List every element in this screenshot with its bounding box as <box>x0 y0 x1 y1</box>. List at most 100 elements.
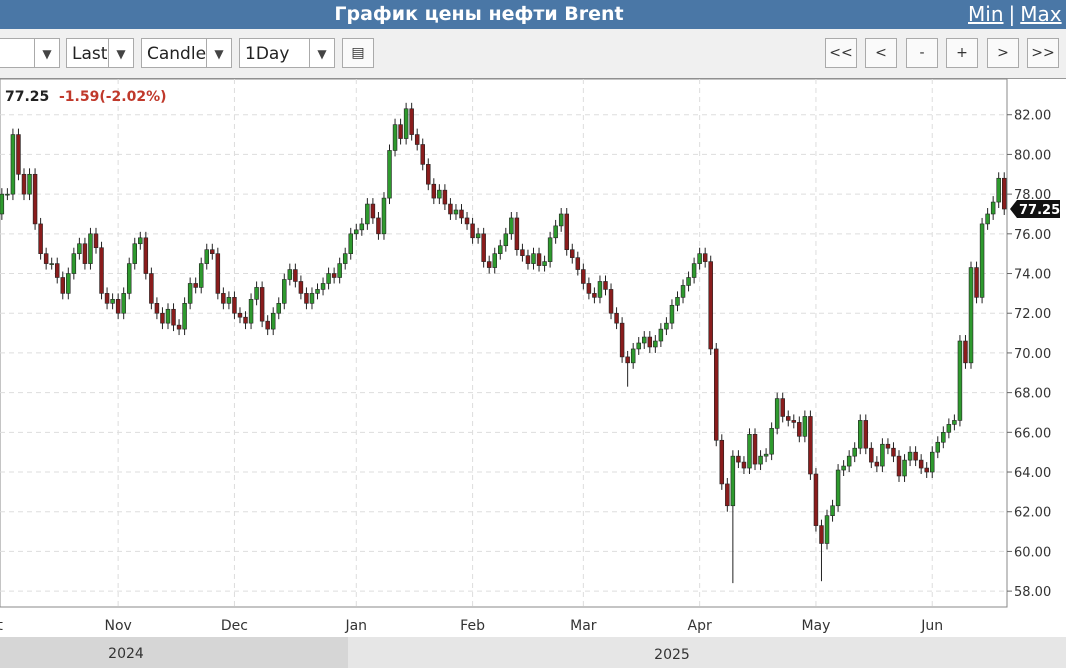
candle-body <box>1001 177 1007 210</box>
candle-body <box>99 247 104 294</box>
candle-body <box>66 273 71 294</box>
candle-body <box>287 269 293 280</box>
y-tick-label: 76.00 <box>1014 228 1051 243</box>
candle-body <box>935 441 941 453</box>
candle-body <box>813 473 819 526</box>
candle-body <box>885 443 891 449</box>
candle-body <box>293 269 298 282</box>
candle-body <box>464 217 470 225</box>
candle-body <box>304 293 309 304</box>
candle-body <box>5 193 10 196</box>
candle-body <box>957 340 963 421</box>
candle-body <box>398 124 403 139</box>
candle-body <box>653 340 658 348</box>
candle-body <box>49 263 54 265</box>
candle-body <box>891 447 896 457</box>
type-select[interactable]: Candle ▼ <box>141 38 232 68</box>
candle-body <box>104 293 110 304</box>
select-arrow: ▼ <box>309 39 334 67</box>
nav-button[interactable]: < <box>865 38 897 68</box>
y-tick-label: 78.00 <box>1014 188 1051 203</box>
y-tick-label: 70.00 <box>1014 347 1051 362</box>
candle-body <box>835 469 841 507</box>
candle-body <box>71 253 77 274</box>
select-text: 1Day <box>245 44 290 64</box>
candle-body <box>547 237 553 262</box>
candle-body <box>498 245 503 254</box>
table-button[interactable]: ▤ <box>342 38 374 68</box>
y-tick-label: 66.00 <box>1014 426 1051 441</box>
x-tick-label: Nov <box>104 618 131 634</box>
candle-body <box>198 263 204 288</box>
candle-body <box>149 273 154 304</box>
candle-body <box>758 455 763 465</box>
y-tick-label: 82.00 <box>1014 109 1051 124</box>
candle-body <box>625 356 630 364</box>
candle-body <box>741 461 747 469</box>
candle-body <box>553 225 558 239</box>
candle-body <box>171 308 176 326</box>
candle-body <box>248 299 254 324</box>
candle-body <box>470 223 475 239</box>
candle-body <box>370 203 376 219</box>
candle-body <box>558 213 564 227</box>
candle-body <box>403 108 409 139</box>
nav-button[interactable]: << <box>825 38 857 68</box>
candle-body <box>614 312 619 324</box>
separator: | <box>1008 2 1016 26</box>
candle-body <box>182 303 187 330</box>
candle-body <box>509 217 514 235</box>
nav-button[interactable]: + <box>946 38 978 68</box>
candle-body <box>725 483 730 507</box>
candle-body <box>21 173 27 195</box>
candle-body <box>636 342 641 350</box>
candle-body <box>819 525 824 544</box>
candle-body <box>514 217 520 251</box>
candle-body <box>254 287 259 300</box>
candle-body <box>786 416 791 421</box>
year-band <box>0 637 348 668</box>
candle-body <box>43 253 49 264</box>
candle-body <box>359 223 365 231</box>
candle-body <box>38 223 43 254</box>
nav-button[interactable]: > <box>987 38 1019 68</box>
candle-body <box>54 263 60 278</box>
candle-body <box>193 283 198 288</box>
candle-body <box>154 303 160 314</box>
candle-body <box>675 297 680 306</box>
nav-button[interactable]: - <box>906 38 938 68</box>
period-select[interactable]: 1Day ▼ <box>239 38 335 68</box>
candle-body <box>115 299 121 314</box>
candle-body <box>570 249 575 258</box>
price-select[interactable]: Last ▼ <box>66 38 134 68</box>
min-link[interactable]: Min <box>968 2 1004 26</box>
nav-button[interactable]: >> <box>1027 38 1059 68</box>
candle-body <box>204 249 209 264</box>
symbol-select[interactable]: ▼ <box>0 38 60 68</box>
candle-body <box>121 293 126 314</box>
candle-body <box>16 134 21 175</box>
candle-body <box>453 209 459 215</box>
candle-body <box>907 451 913 461</box>
max-link[interactable]: Max <box>1020 2 1062 26</box>
candle-body <box>110 299 115 304</box>
select-text: Candle <box>147 44 207 64</box>
candle-body <box>564 213 569 251</box>
y-tick-label: 64.00 <box>1014 466 1051 481</box>
candle-body <box>874 461 880 467</box>
candle-body <box>719 439 725 485</box>
candle-body <box>647 336 653 348</box>
candle-body <box>619 322 625 358</box>
candle-body <box>691 263 697 278</box>
candle-body <box>503 233 509 247</box>
candle-body <box>232 297 237 314</box>
candle-body <box>237 312 243 318</box>
price-tag-label: 77.25 <box>1019 203 1060 218</box>
x-tick-label: Oct <box>0 618 3 634</box>
candle-body <box>348 233 353 254</box>
y-tick-label: 68.00 <box>1014 387 1051 402</box>
candle-body <box>525 255 531 264</box>
candle-body <box>210 249 215 254</box>
candle-body <box>215 253 221 294</box>
candle-body <box>337 263 342 278</box>
